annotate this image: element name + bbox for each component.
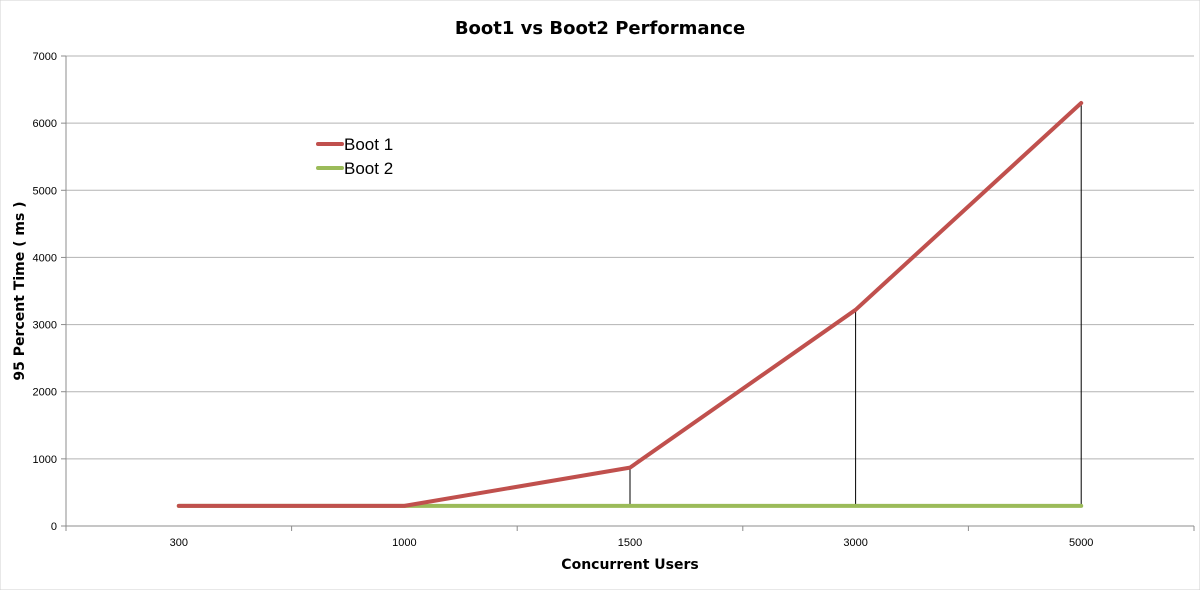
- y-tick-label: 7000: [33, 51, 57, 63]
- y-axis-title: 95 Percent Time ( ms ): [12, 201, 28, 380]
- x-axis-ticks: 300 1000 1500 3000 5000: [65, 526, 1195, 549]
- y-tick-label: 4000: [33, 252, 57, 264]
- x-tick-label: 5000: [1069, 537, 1093, 549]
- x-tick-label: 1000: [392, 537, 416, 549]
- y-tick-label: 2000: [33, 387, 57, 399]
- series-line-boot-1: [176, 101, 1084, 508]
- x-tick-label: 1500: [618, 537, 642, 549]
- y-tick-label: 5000: [33, 185, 57, 197]
- x-tick-label: 3000: [843, 537, 867, 549]
- gridlines: [66, 55, 1194, 460]
- y-tick-label: 3000: [33, 320, 57, 332]
- chart-title: Boot1 vs Boot2 Performance: [455, 18, 745, 39]
- x-tick-label: 300: [170, 537, 188, 549]
- legend-label-boot-1: Boot 1: [344, 135, 393, 154]
- x-axis-title: Concurrent Users: [561, 557, 698, 573]
- drop-lines: [629, 103, 1082, 506]
- axes: [65, 56, 1194, 527]
- y-tick-label: 6000: [33, 118, 57, 130]
- y-tick-label: 1000: [33, 454, 57, 466]
- series-lines: [176, 101, 1084, 508]
- legend: Boot 1 Boot 2: [316, 135, 393, 178]
- y-tick-label: 0: [51, 521, 57, 533]
- legend-label-boot-2: Boot 2: [344, 159, 393, 178]
- y-axis-ticks: 0 1000 2000 3000 4000 5000 6000 7000: [33, 51, 66, 533]
